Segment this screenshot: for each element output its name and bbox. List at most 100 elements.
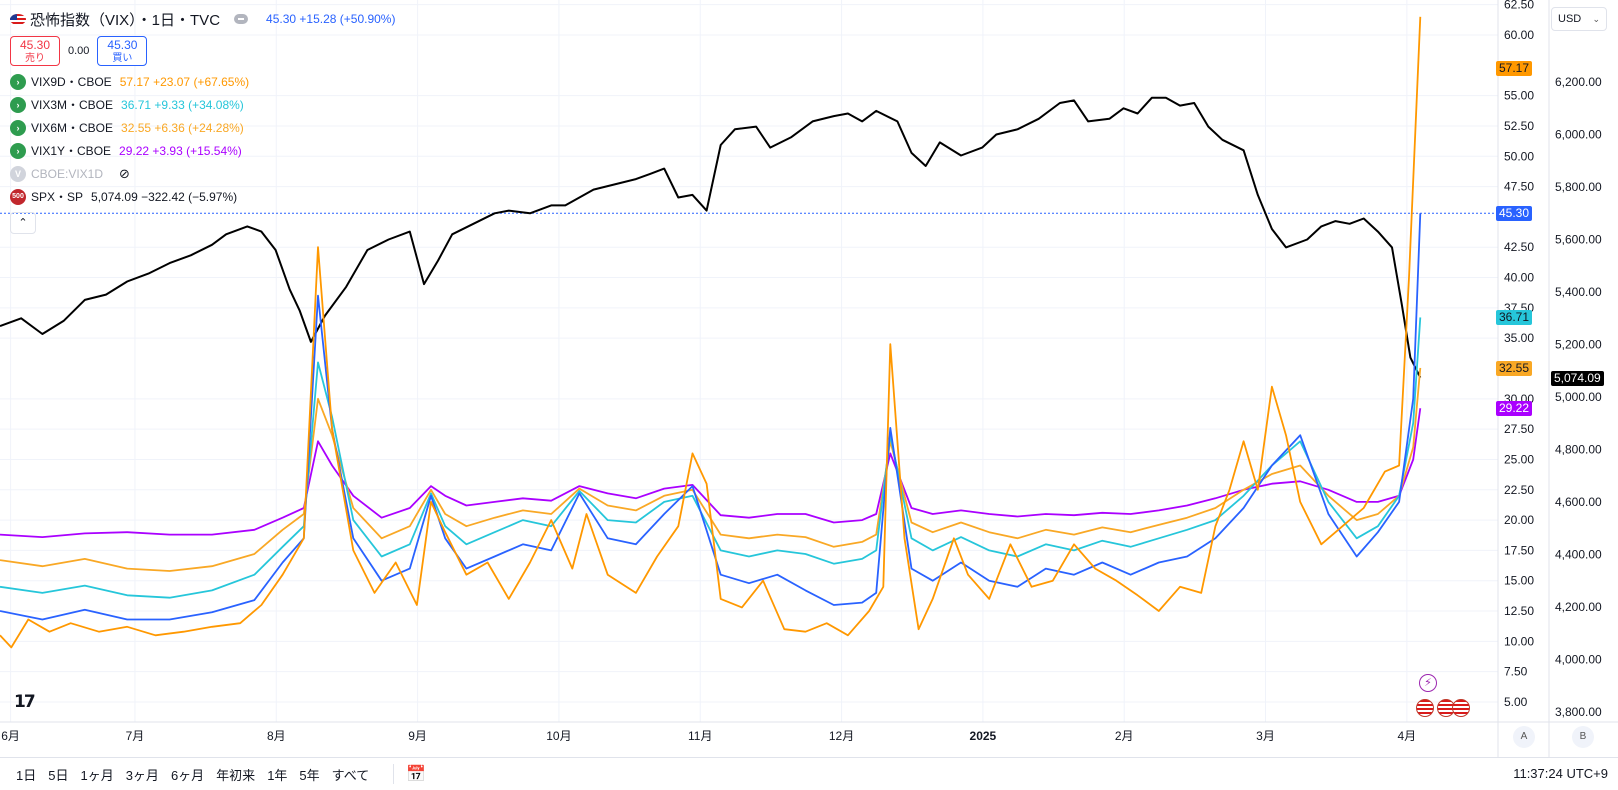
spread-value: 0.00 bbox=[68, 45, 90, 57]
y-right-tick-label: 5,000.00 bbox=[1555, 390, 1602, 404]
tradingview-logo[interactable]: 17 bbox=[14, 692, 36, 712]
x-tick-label: 4月 bbox=[1398, 729, 1417, 743]
y-left-tick-label: 60.00 bbox=[1504, 28, 1534, 42]
series-quote: 36.71 +9.33 (+34.08%) bbox=[121, 97, 244, 112]
calendar-goto-icon[interactable]: 📅 bbox=[393, 764, 426, 784]
y-right-tick-label: 5,600.00 bbox=[1555, 233, 1602, 247]
series-line-vix3m bbox=[0, 317, 1422, 599]
y-left-tick-label: 47.50 bbox=[1504, 180, 1534, 194]
price-tag-vix: 45.30 bbox=[1496, 206, 1533, 221]
y-left-tick-label: 12.50 bbox=[1504, 604, 1534, 618]
y-left-tick-label: 62.50 bbox=[1504, 0, 1534, 12]
series-name: VIX6M・CBOE bbox=[31, 121, 114, 135]
y-left-tick-label: 20.00 bbox=[1504, 513, 1534, 527]
chevron-up-icon: ⌃ bbox=[18, 217, 28, 229]
range-all[interactable]: すべて bbox=[331, 767, 370, 783]
play-icon: › bbox=[10, 73, 26, 90]
bottom-toolbar: 1日 5日 1ヶ月 3ヶ月 6ヶ月 年初来 1年 5年 すべて 📅 11:37:… bbox=[0, 757, 1618, 790]
play-icon: › bbox=[10, 96, 26, 113]
range-ytd[interactable]: 年初来 bbox=[216, 767, 256, 783]
y-right-tick-label: 3,800.00 bbox=[1555, 705, 1602, 719]
series-name: SPX・SP bbox=[31, 190, 84, 204]
series-quote: 5,074.09 −322.42 (−5.97%) bbox=[91, 189, 238, 204]
y-left-tick-label: 35.00 bbox=[1504, 331, 1534, 345]
x-tick-label: 2025 bbox=[970, 729, 997, 743]
series-name: VIX3M・CBOE bbox=[31, 98, 114, 112]
auto-scale-button[interactable]: A bbox=[1513, 726, 1535, 748]
y-left-tick-label: 5.00 bbox=[1504, 695, 1528, 709]
series-quote: 32.55 +6.36 (+24.28%) bbox=[121, 120, 244, 135]
clock[interactable]: 11:37:24 UTC+9 bbox=[1513, 766, 1608, 781]
legend-vix6m[interactable]: › VIX6M・CBOE 32.55 +6.36 (+24.28%) bbox=[10, 116, 395, 139]
y-left-tick-label: 55.00 bbox=[1504, 89, 1534, 103]
series-line-vix1y bbox=[0, 408, 1422, 538]
chart-legend: 恐怖指数（VIX）・1日・TVC 45.30 +15.28 (+50.90%) … bbox=[10, 8, 395, 234]
legend-vix3m[interactable]: › VIX3M・CBOE 36.71 +9.33 (+34.08%) bbox=[10, 93, 395, 116]
buy-price: 45.30 bbox=[107, 38, 138, 52]
sell-price: 45.30 bbox=[19, 38, 51, 52]
y-left-tick-label: 27.50 bbox=[1504, 422, 1534, 436]
market-status-icon[interactable] bbox=[234, 14, 249, 24]
legend-vix9d[interactable]: › VIX9D・CBOE 57.17 +23.07 (+67.65%) bbox=[10, 70, 395, 93]
y-left-tick-label: 25.00 bbox=[1504, 452, 1534, 466]
x-tick-label: 11月 bbox=[688, 729, 712, 743]
collapse-legend-button[interactable]: ⌃ bbox=[10, 212, 36, 234]
sell-button[interactable]: 45.30 売り bbox=[10, 36, 60, 66]
series-quote: 57.17 +23.07 (+67.65%) bbox=[119, 74, 250, 89]
y-right-tick-label: 4,000.00 bbox=[1555, 653, 1602, 667]
symbol-title[interactable]: 恐怖指数（VIX）・1日・TVC bbox=[30, 11, 221, 29]
price-tag-spx: 5,074.09 bbox=[1551, 371, 1604, 386]
price-tag-vix6m: 32.55 bbox=[1496, 361, 1533, 376]
symbol-header: 恐怖指数（VIX）・1日・TVC 45.30 +15.28 (+50.90%) bbox=[10, 8, 395, 30]
range-1d[interactable]: 1日 bbox=[16, 767, 37, 783]
y-right-tick-label: 4,400.00 bbox=[1555, 548, 1602, 562]
y-right-tick-label: 6,200.00 bbox=[1555, 75, 1602, 89]
us-flag-icon bbox=[10, 13, 26, 25]
series-name: VIX1Y・CBOE bbox=[31, 144, 112, 158]
legend-vix1y[interactable]: › VIX1Y・CBOE 29.22 +3.93 (+15.54%) bbox=[10, 139, 395, 162]
series-line-vix bbox=[0, 213, 1422, 621]
legend-vix1d[interactable]: V CBOE:VIX1D ⊘ bbox=[10, 162, 395, 185]
series-name: CBOE:VIX1D bbox=[31, 166, 104, 181]
range-1y[interactable]: 1年 bbox=[267, 767, 288, 783]
x-tick-label: 7月 bbox=[126, 729, 145, 743]
y-right-tick-label: 4,800.00 bbox=[1555, 443, 1602, 457]
us-event-icon[interactable] bbox=[1452, 699, 1470, 717]
series-line-vix9d bbox=[0, 16, 1422, 649]
spx-icon: 500 bbox=[10, 188, 26, 205]
vix1d-icon: V bbox=[10, 165, 26, 182]
y-left-tick-label: 52.50 bbox=[1504, 119, 1534, 133]
y-left-tick-label: 50.00 bbox=[1504, 149, 1534, 163]
y-left-tick-label: 42.50 bbox=[1504, 240, 1534, 254]
range-1m[interactable]: 1ヶ月 bbox=[80, 767, 114, 783]
y-left-tick-label: 7.50 bbox=[1504, 665, 1528, 679]
x-tick-label: 12月 bbox=[829, 729, 854, 743]
y-left-tick-label: 10.00 bbox=[1504, 634, 1534, 648]
lightning-event-icon[interactable]: ⚡ bbox=[1419, 674, 1437, 692]
buy-button[interactable]: 45.30 買い bbox=[97, 36, 148, 66]
sell-label: 売り bbox=[25, 53, 45, 64]
main-quote: 45.30 +15.28 (+50.90%) bbox=[266, 12, 396, 26]
y-left-tick-label: 22.50 bbox=[1504, 483, 1534, 497]
range-5d[interactable]: 5日 bbox=[48, 767, 69, 783]
right-axis-button[interactable]: B bbox=[1572, 726, 1594, 748]
y-left-tick-label: 15.00 bbox=[1504, 574, 1534, 588]
series-line-vix6m bbox=[0, 367, 1422, 572]
x-tick-label: 3月 bbox=[1256, 729, 1275, 743]
range-6m[interactable]: 6ヶ月 bbox=[170, 767, 205, 783]
legend-spx[interactable]: 500 SPX・SP 5,074.09 −322.42 (−5.97%) bbox=[10, 185, 395, 208]
us-event-icon[interactable] bbox=[1416, 699, 1434, 717]
range-5y[interactable]: 5年 bbox=[299, 767, 320, 783]
x-tick-label: 9月 bbox=[408, 729, 427, 743]
currency-select[interactable]: USD ⌄ bbox=[1551, 7, 1607, 31]
y-right-tick-label: 4,200.00 bbox=[1555, 600, 1602, 614]
series-quote: 29.22 +3.93 (+15.54%) bbox=[119, 143, 242, 158]
range-3m[interactable]: 3ヶ月 bbox=[125, 767, 159, 783]
eye-hidden-icon[interactable]: ⊘ bbox=[119, 165, 130, 181]
price-tag-vix1y: 29.22 bbox=[1496, 401, 1533, 416]
y-right-tick-label: 5,800.00 bbox=[1555, 180, 1602, 194]
chevron-down-icon: ⌄ bbox=[1592, 14, 1600, 24]
y-right-tick-label: 5,400.00 bbox=[1555, 285, 1602, 299]
x-tick-label: 8月 bbox=[267, 729, 286, 743]
